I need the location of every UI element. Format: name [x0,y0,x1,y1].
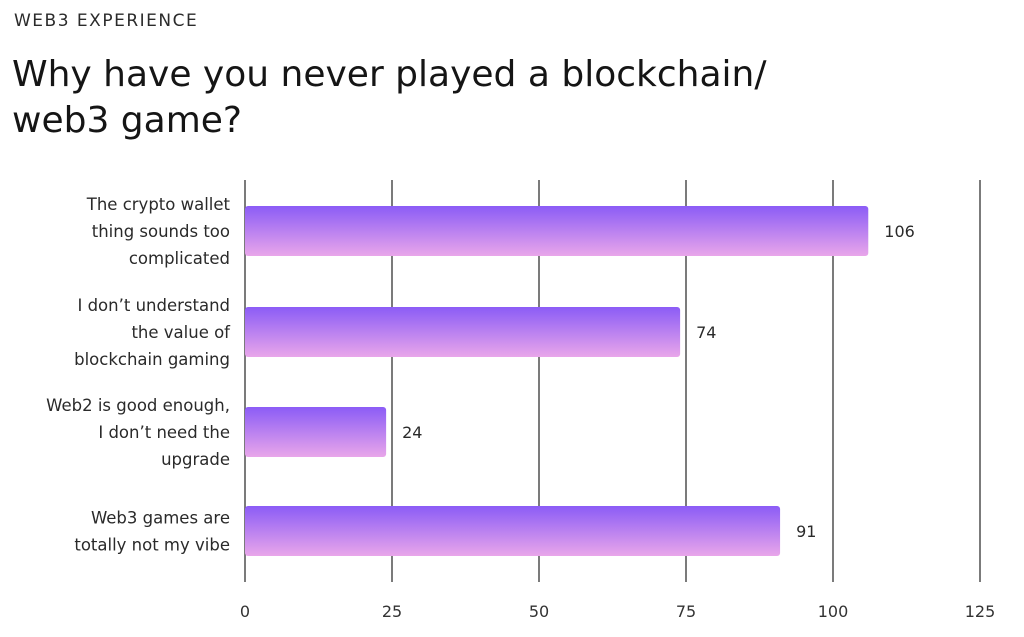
x-tick-label: 25 [382,602,402,621]
x-tick-label: 75 [676,602,696,621]
category-label: upgrade [161,450,230,469]
bar [245,307,681,357]
x-tick-label: 100 [818,602,849,621]
data-label: 74 [696,323,716,342]
x-tick-label: 50 [529,602,549,621]
x-tick-label: 0 [240,602,250,621]
x-tick-label: 125 [965,602,996,621]
bar [245,407,387,457]
category-label: Web2 is good enough, [46,396,230,415]
eyebrow-label: WEB3 EXPERIENCE [14,11,199,31]
category-label: thing sounds too [92,222,230,241]
data-label: 106 [884,222,915,241]
category-label: Web3 games are [91,509,230,528]
data-label: 24 [402,423,422,442]
chart-title: Why have you never played a blockchain/ … [12,54,767,141]
category-label: totally not my vibe [74,536,230,555]
bars [245,206,869,556]
labels: 0 25 50 75 100 125 106 The crypto wallet thing s… [46,195,995,621]
category-label: the value of [131,323,231,342]
category-label: I don’t understand [77,296,230,315]
category-label: blockchain gaming [74,350,230,369]
bar [245,506,781,556]
data-label: 91 [796,522,816,541]
category-label: I don’t need the [98,423,230,442]
category-label: The crypto wallet [86,195,231,214]
category-label: complicated [129,249,230,268]
bar [245,206,869,256]
